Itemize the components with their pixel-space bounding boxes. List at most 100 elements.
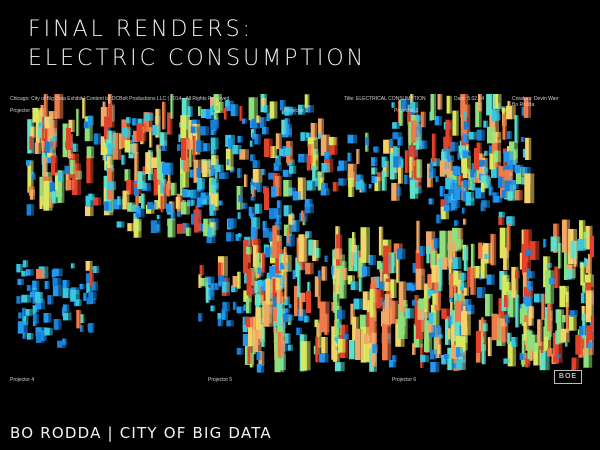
building xyxy=(121,154,124,165)
building xyxy=(124,139,130,153)
building-side xyxy=(382,281,385,290)
building-side xyxy=(163,132,168,146)
building xyxy=(285,148,290,156)
building xyxy=(444,354,448,359)
building-side xyxy=(225,308,228,320)
building-side xyxy=(481,287,486,298)
building xyxy=(461,311,467,336)
building xyxy=(381,170,385,191)
building xyxy=(317,296,320,309)
building xyxy=(499,227,505,259)
building xyxy=(289,165,294,174)
building xyxy=(200,126,206,136)
building xyxy=(586,259,589,274)
building xyxy=(324,152,329,159)
building xyxy=(54,94,60,119)
building xyxy=(269,101,275,119)
building xyxy=(460,282,464,291)
building-side xyxy=(239,271,241,289)
building xyxy=(468,172,473,190)
building-side xyxy=(418,114,421,123)
building xyxy=(506,105,512,120)
building xyxy=(468,131,474,140)
building-side xyxy=(463,207,466,214)
building-side xyxy=(354,244,357,253)
building xyxy=(525,358,529,368)
building-side xyxy=(321,172,325,181)
building-side xyxy=(252,185,254,195)
building xyxy=(511,337,516,347)
building-side xyxy=(509,224,511,251)
building xyxy=(87,323,91,332)
building-side xyxy=(549,262,552,268)
building-side xyxy=(200,106,202,116)
building-side xyxy=(211,234,216,244)
building xyxy=(151,157,157,169)
building xyxy=(82,97,85,119)
building-side xyxy=(288,148,292,156)
building-side xyxy=(288,313,293,323)
building-side xyxy=(564,285,569,308)
building xyxy=(383,245,389,274)
building xyxy=(384,294,389,325)
building xyxy=(105,130,112,148)
building xyxy=(191,119,197,127)
building-side xyxy=(67,288,72,299)
building xyxy=(451,344,458,359)
building xyxy=(44,281,48,290)
building-side xyxy=(451,259,453,285)
building xyxy=(545,270,551,304)
building xyxy=(167,112,171,135)
building xyxy=(210,97,216,110)
building xyxy=(127,223,132,232)
building-side xyxy=(470,197,475,206)
building-side xyxy=(519,190,523,201)
building-side xyxy=(189,190,193,198)
building-side xyxy=(283,110,285,115)
building xyxy=(334,248,340,260)
building-side xyxy=(128,117,131,124)
building-side xyxy=(580,334,585,355)
building-side xyxy=(512,159,517,172)
building-side xyxy=(185,157,190,188)
building-side xyxy=(438,281,442,311)
building-side xyxy=(244,149,249,160)
building-side xyxy=(302,104,306,115)
building xyxy=(202,160,208,178)
building xyxy=(348,238,353,271)
building-side xyxy=(502,211,505,218)
building xyxy=(463,111,466,120)
building xyxy=(272,296,278,310)
building xyxy=(564,252,567,280)
building xyxy=(22,260,27,268)
building xyxy=(83,292,86,301)
building-side xyxy=(308,231,312,239)
building xyxy=(126,117,129,124)
building-side xyxy=(253,213,256,219)
building-side xyxy=(187,138,191,172)
building xyxy=(26,204,31,216)
building-side xyxy=(490,337,492,357)
building xyxy=(507,290,514,318)
building-side xyxy=(290,344,293,351)
building-side xyxy=(333,136,337,146)
building xyxy=(566,269,572,280)
building xyxy=(427,163,431,188)
building-side xyxy=(273,208,278,219)
building xyxy=(252,168,259,183)
building xyxy=(452,166,456,175)
building-side xyxy=(139,206,141,214)
building-side xyxy=(220,318,224,327)
building-side xyxy=(512,184,517,201)
hotspot-building xyxy=(181,138,186,160)
building-side xyxy=(449,119,453,147)
building xyxy=(34,292,39,302)
building-side xyxy=(394,355,397,362)
building-side xyxy=(537,342,541,366)
building-side xyxy=(461,359,466,370)
building-side xyxy=(527,243,531,275)
building-side xyxy=(467,299,472,307)
building xyxy=(70,263,74,269)
building xyxy=(404,174,407,185)
building-side xyxy=(291,314,294,321)
